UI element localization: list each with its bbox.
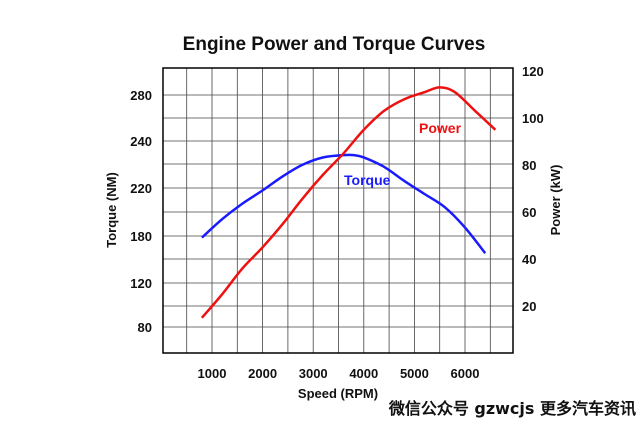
y-left-tick-label: 280 bbox=[130, 88, 152, 103]
y-right-tick-labels: 20 40 60 80 100 120 bbox=[522, 64, 544, 314]
y-left-tick-label: 120 bbox=[130, 276, 152, 291]
y-right-tick-label: 120 bbox=[522, 64, 544, 79]
chart-title: Engine Power and Torque Curves bbox=[183, 34, 486, 55]
y-right-tick-label: 40 bbox=[522, 252, 536, 267]
x-tick-label: 1000 bbox=[198, 366, 227, 381]
y-left-tick-labels: 80 120 180 220 240 280 bbox=[130, 88, 152, 335]
y-right-tick-label: 80 bbox=[522, 158, 536, 173]
x-axis-label: Speed (RPM) bbox=[298, 386, 378, 401]
power-series-line bbox=[200, 86, 497, 319]
plot-frame bbox=[162, 67, 514, 354]
y-left-tick-label: 180 bbox=[130, 229, 152, 244]
y-right-tick-label: 20 bbox=[522, 299, 536, 314]
power-series-label: Power bbox=[419, 120, 462, 136]
y-left-tick-label: 80 bbox=[138, 320, 152, 335]
y-left-axis-label: Torque (NM) bbox=[104, 172, 119, 248]
y-right-tick-label: 100 bbox=[522, 111, 544, 126]
x-tick-label: 3000 bbox=[299, 366, 328, 381]
torque-series-label: Torque bbox=[344, 172, 391, 188]
x-tick-label: 2000 bbox=[248, 366, 277, 381]
x-tick-label: 5000 bbox=[400, 366, 429, 381]
y-left-tick-label: 220 bbox=[130, 181, 152, 196]
x-tick-label: 6000 bbox=[451, 366, 480, 381]
y-right-axis-label: Power (kW) bbox=[548, 165, 563, 236]
y-right-tick-label: 60 bbox=[522, 205, 536, 220]
x-tick-labels: 1000 2000 3000 4000 5000 6000 bbox=[198, 366, 480, 381]
y-left-tick-label: 240 bbox=[130, 134, 152, 149]
plot-grid bbox=[163, 68, 513, 353]
x-tick-label: 4000 bbox=[349, 366, 378, 381]
torque-series-line bbox=[201, 153, 487, 254]
watermark-text: 微信公众号 gzwcjs 更多汽车资讯 bbox=[388, 399, 636, 418]
